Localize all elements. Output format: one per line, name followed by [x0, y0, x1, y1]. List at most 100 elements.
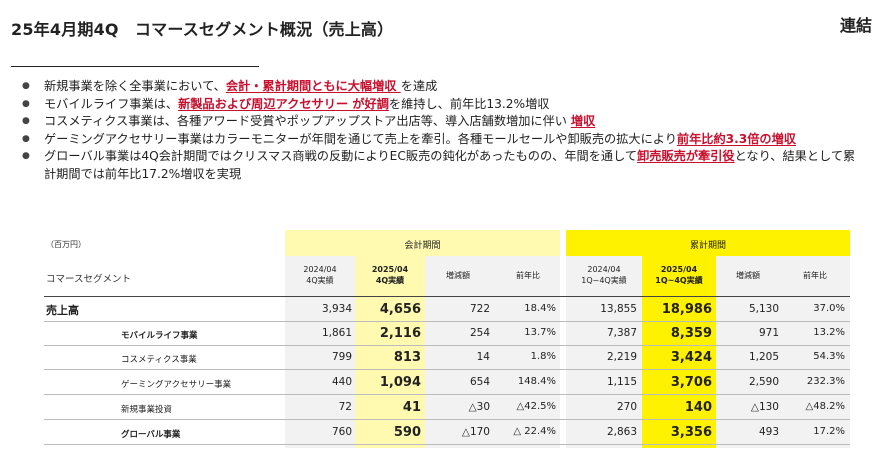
quarter-header-band [285, 230, 560, 256]
table-cell: 760 [331, 426, 352, 438]
bullet-item: 新規事業を除く全事業において、会計・累計期間ともに大幅増収 を達成 [22, 78, 857, 96]
row-label: モバイルライフ事業 [121, 331, 198, 341]
quarter-current-column-band [355, 256, 425, 448]
table-cell: △130 [750, 401, 779, 413]
table-cell: 232.3% [806, 376, 845, 387]
column-header: 増減額 [712, 270, 784, 281]
table-cell: 1,094 [379, 375, 421, 390]
column-header: 前年比 [492, 270, 564, 281]
row-label: 新規事業投資 [121, 405, 173, 415]
table-cell: 590 [393, 425, 421, 440]
table-rule [44, 369, 850, 370]
table-cell: 14 [476, 351, 490, 363]
column-header-line1: 2024/04 [587, 265, 621, 274]
table-cell: 3,706 [670, 375, 712, 390]
table-cell: 17.2% [813, 426, 845, 437]
column-header: 2025/04 4Q実績 [354, 264, 426, 286]
table-cell: 1,115 [606, 376, 637, 388]
column-header: 増減額 [422, 270, 494, 281]
column-header: 2024/04 1Q~4Q実績 [568, 264, 640, 286]
table-cell: 5,130 [748, 303, 779, 315]
highlight-text: 会計・累計期間ともに大幅増収 [225, 79, 401, 93]
table-rule [44, 321, 850, 322]
column-header-line1: 増減額 [736, 271, 760, 280]
consolidated-badge: 連結 [839, 16, 872, 35]
column-header-line1: 2024/04 [303, 265, 337, 274]
table-cell: 2,863 [606, 426, 637, 438]
table-rule [44, 394, 850, 395]
table-cell: 148.4% [517, 376, 556, 387]
table-cell: △42.5% [516, 401, 556, 412]
segment-column-header: コマースセグメント [46, 274, 132, 285]
table-cell: 722 [469, 303, 490, 315]
unit-label: （百万円） [46, 240, 86, 249]
table-cell: 3,356 [670, 425, 712, 440]
table-cell: 13,855 [600, 303, 637, 315]
summary-bullet-list: 新規事業を除く全事業において、会計・累計期間ともに大幅増収 を達成モバイルライフ… [22, 78, 857, 183]
quarter-group-header: 会計期間 [404, 241, 441, 251]
table-cell: △30 [468, 401, 490, 413]
page-title: 25年4月期4Q コマースセグメント概況（売上高） [11, 20, 394, 39]
table-cell: 270 [616, 401, 637, 413]
table-rule [44, 419, 850, 420]
row-label: グローバル事業 [121, 430, 181, 440]
table-cell: 18.4% [524, 303, 556, 314]
table-cell: 2,590 [748, 376, 779, 388]
table-rule [44, 296, 850, 297]
table-cell: 1.8% [530, 351, 556, 362]
table-cell: 254 [469, 327, 490, 339]
table-cell: 440 [331, 376, 352, 388]
column-header: 前年比 [779, 270, 851, 281]
column-header-line2: 4Q実績 [306, 276, 334, 285]
column-header-line2: 1Q~4Q実績 [581, 276, 627, 285]
column-header: 2024/04 4Q実績 [284, 264, 356, 286]
highlight-text: 増収 [570, 114, 596, 128]
table-cell: 2,116 [379, 326, 421, 341]
bullet-text: コスメティクス事業は、各種アワード受賞やポップアップストア出店等、導入店舗数増加… [44, 114, 571, 128]
bullet-text: を維持し、前年比13.2%増収 [388, 96, 550, 111]
table-cell: 8,359 [670, 326, 712, 341]
bullet-text: 新規事業を除く全事業において、 [44, 79, 226, 93]
bullet-text: グローバル事業は4Q会計期間ではクリスマス商戦の反動によりEC販売の鈍化があった… [44, 149, 638, 163]
column-header-line2: 1Q~4Q実績 [655, 276, 703, 285]
row-label: コスメティクス事業 [121, 355, 197, 365]
table-cell: 1,205 [748, 351, 779, 363]
column-header-line1: 2025/04 [371, 265, 409, 274]
table-cell: 799 [331, 351, 352, 363]
table-cell: 1,861 [321, 327, 352, 339]
table-cell: 13.7% [524, 327, 556, 338]
highlight-text: 前年比約3.3倍の増収 [676, 131, 796, 146]
table-cell: 41 [402, 400, 421, 415]
table-cell: 2,219 [606, 351, 637, 363]
table-cell: 654 [469, 376, 490, 388]
table-cell: 813 [393, 350, 421, 365]
row-label: 売上高 [46, 304, 79, 317]
column-header-line2: 4Q実績 [375, 276, 405, 285]
bullet-item: グローバル事業は4Q会計期間ではクリスマス商戦の反動によりEC販売の鈍化があった… [22, 148, 857, 183]
bullet-item: ゲーミングアクセサリー事業はカラーモニターが年間を通じて売上を牽引。各種モールセ… [22, 131, 857, 149]
table-cell: 4,656 [379, 302, 421, 317]
bullet-text: を達成 [400, 79, 438, 93]
table-cell: 3,424 [670, 350, 712, 365]
table-cell: △170 [461, 426, 490, 438]
bullet-item: コスメティクス事業は、各種アワード受賞やポップアップストア出店等、導入店舗数増加… [22, 113, 857, 131]
highlight-text: 新製品および周辺アクセサリー が好調 [178, 96, 389, 111]
bullet-text: モバイルライフ事業は、 [44, 96, 179, 111]
table-cell: 72 [338, 401, 352, 413]
table-cell: 18,986 [661, 302, 712, 317]
table-cell: 971 [758, 327, 779, 339]
table-cell: 54.3% [813, 351, 845, 362]
table-cell: 7,387 [606, 327, 637, 339]
table-cell: 37.0% [813, 303, 845, 314]
bullet-text: ゲーミングアクセサリー事業はカラーモニターが年間を通じて売上を牽引。各種モールセ… [44, 131, 677, 146]
highlight-text: 卸売販売が牽引役 [637, 149, 735, 163]
cumulative-group-header: 累計期間 [689, 241, 726, 251]
column-header: 2025/04 1Q~4Q実績 [643, 264, 715, 286]
cumulative-current-column-band [642, 256, 716, 448]
bullet-item: モバイルライフ事業は、新製品および周辺アクセサリー が好調を維持し、前年比13.… [22, 96, 857, 114]
column-header-line1: 前年比 [803, 271, 827, 280]
column-header-line1: 2025/04 [660, 265, 698, 274]
table-cell: 3,934 [321, 303, 352, 315]
bullet-text: となり、結果として累計期間では前年比17.2%増収を実現 [44, 149, 856, 181]
table-rule [44, 345, 850, 346]
